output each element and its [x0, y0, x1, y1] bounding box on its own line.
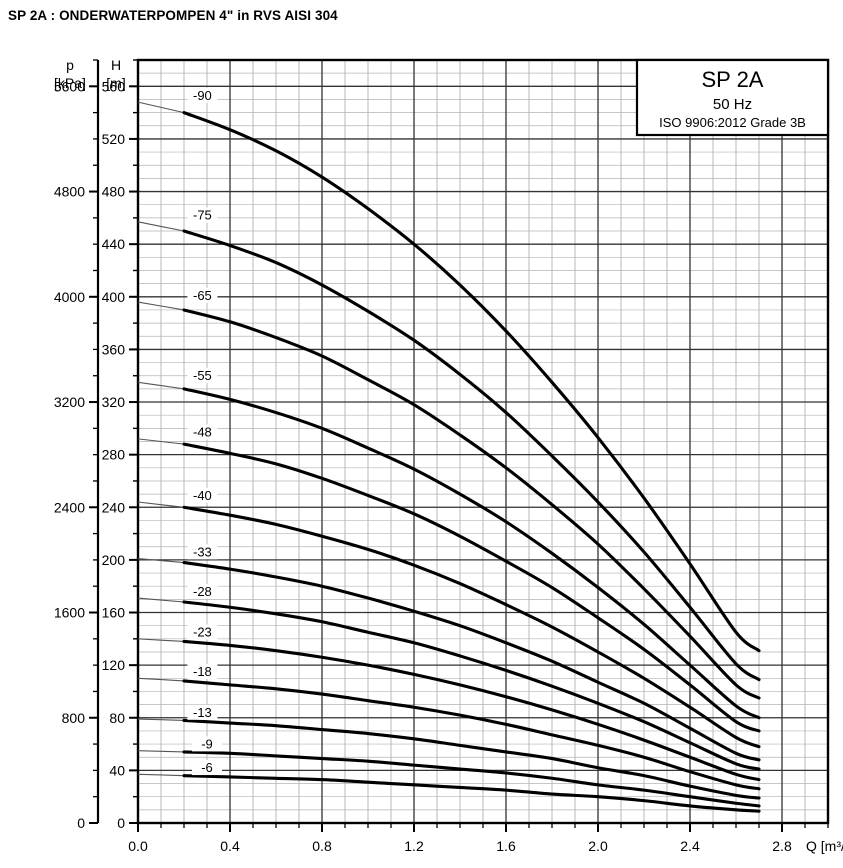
curve-label-bg [187, 487, 218, 503]
curve-label-6: -6 [201, 760, 213, 775]
curve-label-bg [187, 664, 218, 680]
p-axis-tick-label: 800 [62, 710, 86, 726]
curve--90 [182, 111, 761, 653]
h-axis-tick-label: 280 [102, 447, 126, 463]
curve-label-65: -65 [193, 288, 212, 303]
curve-label-bg [192, 760, 222, 776]
curve-label-bg [187, 287, 218, 303]
performance-curves [137, 101, 761, 813]
curve-label-40: -40 [193, 488, 212, 503]
h-axis-tick-label: 80 [109, 710, 125, 726]
q-axis-tick-label: 1.6 [496, 838, 516, 854]
p-axis-tick-label: 2400 [54, 499, 85, 515]
curve-leadin--90 [137, 101, 185, 114]
curve--48 [182, 442, 761, 733]
curve-label-bg [192, 736, 222, 752]
curve-leadin--75 [137, 221, 185, 232]
curve-label-75: -75 [193, 208, 212, 223]
curve-label-18: -18 [193, 664, 212, 679]
q-axis-tick-label: 0.4 [220, 838, 240, 854]
q-axis-tick-label: 2.8 [772, 838, 792, 854]
curve-leadin--6 [137, 773, 185, 777]
curve--55 [182, 387, 761, 720]
curve--18 [182, 679, 761, 791]
q-axis-tick-label: 0.8 [312, 838, 332, 854]
curve-label-13: -13 [193, 705, 212, 720]
p-axis-tick-label: 4000 [54, 289, 85, 305]
curve-label-bg [187, 583, 218, 599]
curve-leadin--18 [137, 677, 185, 682]
curve-leadin--9 [137, 750, 185, 753]
curve--28 [182, 600, 761, 771]
curve--13 [182, 718, 761, 800]
q-axis-tick-label: 0.0 [128, 838, 148, 854]
p-axis-unit: [kPa] [54, 75, 86, 91]
curve-label-bg [187, 368, 218, 384]
curve-label-bg [187, 624, 218, 640]
p-axis-tick-label: 1600 [54, 605, 85, 621]
curve--33 [182, 560, 761, 762]
h-axis-tick-label: 480 [102, 184, 126, 200]
legend-standard: ISO 9906:2012 Grade 3B [659, 115, 806, 130]
h-axis-tick-label: 440 [102, 236, 126, 252]
curve-label-28: -28 [193, 584, 212, 599]
q-axis-title: Q [m³/h] [806, 838, 843, 854]
curve-label-33: -33 [193, 544, 212, 559]
h-axis-tick-label: 40 [109, 762, 125, 778]
p-axis-tick-label: 4800 [54, 184, 85, 200]
h-axis-tick-label: 400 [102, 289, 126, 305]
h-axis-tick-label: 560 [102, 78, 126, 94]
h-axis-tick-label: 160 [102, 605, 126, 621]
curve-label-48: -48 [193, 425, 212, 440]
curve-leadin--55 [137, 381, 185, 390]
legend-box [635, 58, 830, 137]
h-axis-tick-label: 0 [117, 815, 125, 831]
curve-leadin--23 [137, 638, 185, 643]
curve-label-bg [187, 424, 218, 440]
legend-frequency: 50 Hz [713, 96, 752, 113]
curve-label-bg [187, 87, 218, 103]
curve--40 [182, 505, 761, 749]
curve-leadin--65 [137, 301, 185, 311]
curve-leadin--40 [137, 501, 185, 508]
curve-leadin--33 [137, 558, 185, 564]
h-axis-tick-label: 120 [102, 657, 126, 673]
curve-label-90: -90 [193, 88, 212, 103]
curve-label-bg [187, 544, 218, 560]
h-axis-unit: [m] [106, 75, 125, 91]
h-axis-tick-label: 240 [102, 499, 126, 515]
h-axis-tick-label: 360 [102, 341, 126, 357]
legend-model: SP 2A [702, 67, 764, 92]
curve--23 [182, 639, 761, 782]
curve--65 [182, 308, 761, 700]
curve-leadin--13 [137, 718, 185, 721]
curve-label-9: -9 [201, 736, 213, 751]
h-axis-tick-label: 520 [102, 131, 126, 147]
curve--6 [182, 774, 761, 813]
curve-label-bg [187, 207, 218, 223]
p-axis-tick-label: 3200 [54, 394, 85, 410]
curve-leadin--48 [137, 438, 185, 445]
q-axis-tick-label: 2.0 [588, 838, 608, 854]
p-axis-title: p [66, 57, 74, 73]
p-axis-tick-label: 5600 [54, 78, 85, 94]
p-axis-tick-label: 0 [77, 815, 85, 831]
h-axis-tick-label: 200 [102, 552, 126, 568]
curve--9 [182, 750, 761, 808]
curve-label-bg [187, 704, 218, 720]
curve-label-55: -55 [193, 368, 212, 383]
h-axis-title: H [111, 57, 121, 73]
q-axis-tick-label: 2.4 [680, 838, 700, 854]
curve-label-23: -23 [193, 625, 212, 640]
q-axis-tick-label: 1.2 [404, 838, 424, 854]
curve-leadin--28 [137, 597, 185, 603]
curve--75 [182, 229, 761, 682]
h-axis-tick-label: 320 [102, 394, 126, 410]
page-title: SP 2A : ONDERWATERPOMPEN 4" in RVS AISI … [8, 8, 338, 23]
